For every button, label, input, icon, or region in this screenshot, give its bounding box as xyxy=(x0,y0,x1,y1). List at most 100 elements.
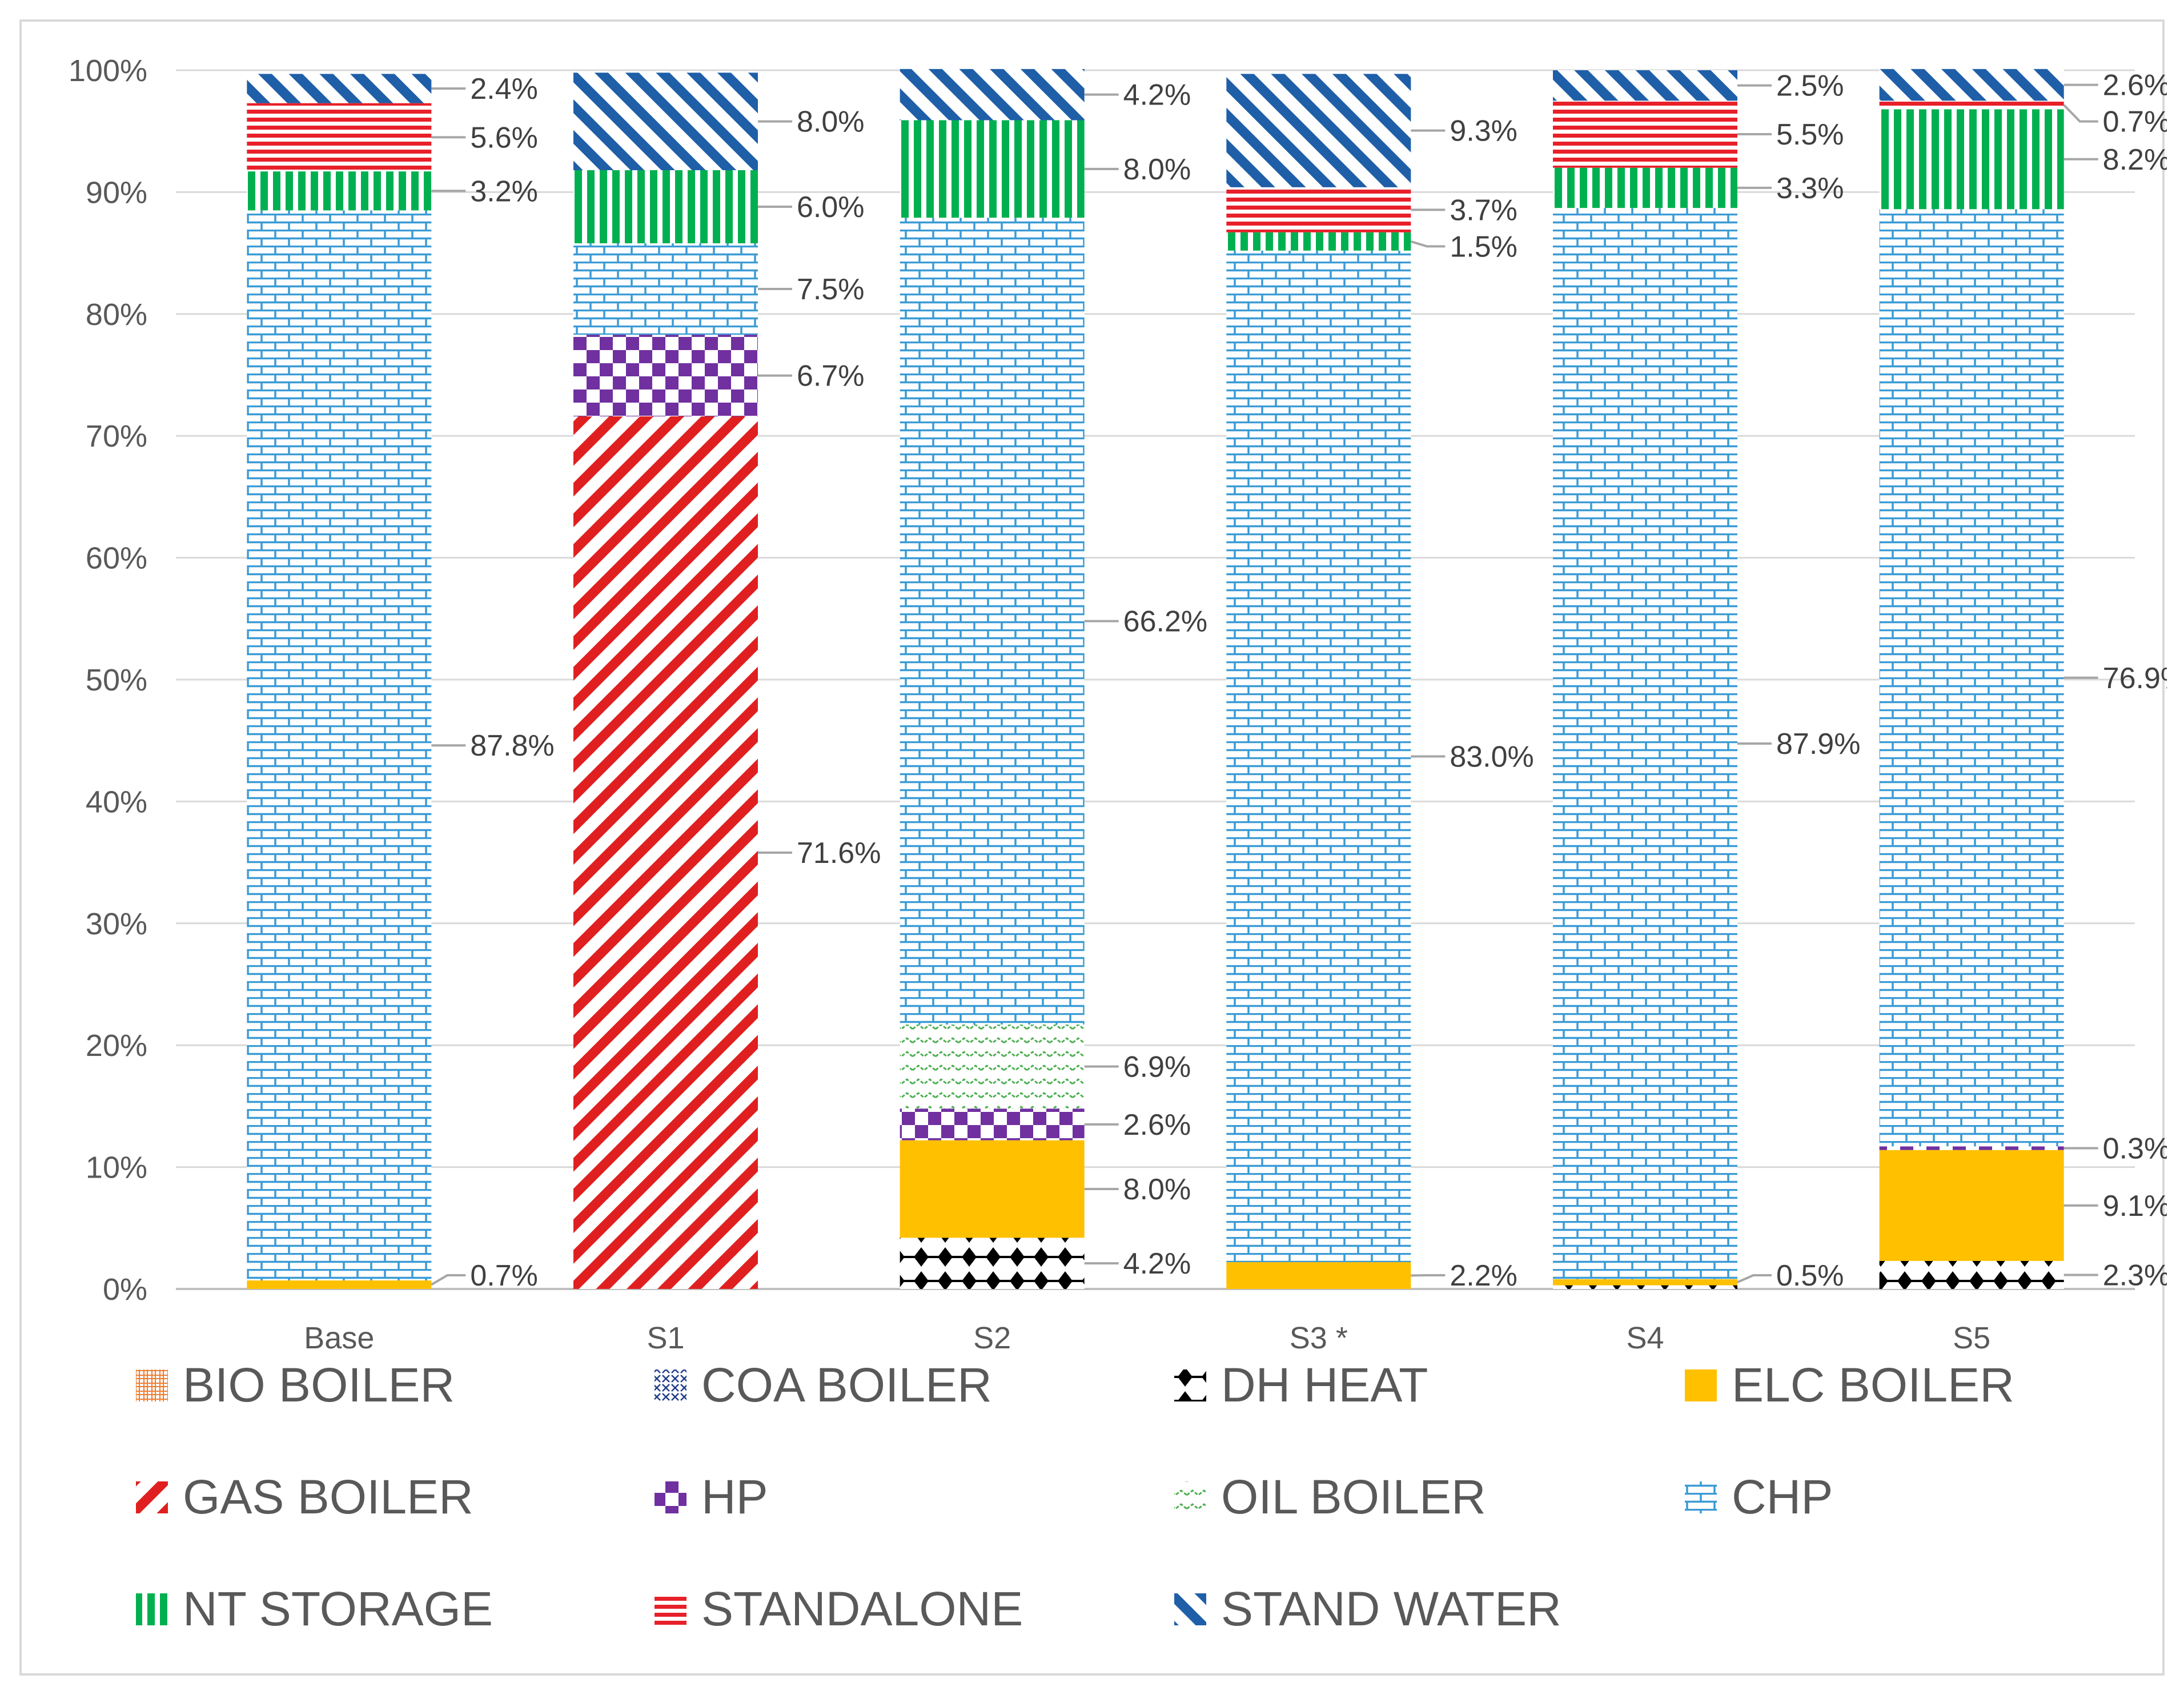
data-label-standalone: 0.7% xyxy=(2103,106,2167,139)
x-tick-label: S1 xyxy=(647,1321,684,1355)
bar-segment-stand-water xyxy=(1226,74,1411,187)
data-label-dh-heat: 2.3% xyxy=(2103,1259,2167,1292)
bar-segment-chp xyxy=(1553,208,1737,1279)
legend: BIO BOILER COA BOILER DH HEAT ELC BOILER GAS… xyxy=(136,1358,2014,1636)
bar-segment-nt-storage xyxy=(900,120,1085,218)
legend-label: OIL BOILER xyxy=(1221,1470,1486,1524)
data-label-dh-heat: 4.2% xyxy=(1123,1247,1191,1280)
legend-swatch xyxy=(136,1593,168,1625)
data-label-hp: 0.3% xyxy=(2103,1132,2167,1166)
legend-item-bio-boiler: BIO BOILER xyxy=(136,1358,455,1412)
legend-item-hp: HP xyxy=(655,1470,768,1524)
legend-swatch xyxy=(136,1481,168,1513)
bar-segment-standalone xyxy=(1879,101,2064,110)
legend-item-coa-boiler: COA BOILER xyxy=(655,1358,992,1412)
data-label-chp: 76.9% xyxy=(2103,662,2167,695)
data-label-chp: 87.8% xyxy=(470,729,554,762)
legend-swatch xyxy=(136,1369,168,1401)
data-label-standalone: 5.6% xyxy=(470,121,538,154)
legend-swatch xyxy=(655,1481,686,1513)
bar-s5 xyxy=(1879,69,2064,1289)
data-label-oil-boiler: 6.9% xyxy=(1123,1051,1191,1084)
data-label-nt-storage: 1.5% xyxy=(1450,230,1517,263)
y-tick-label: 80% xyxy=(86,298,147,332)
legend-label: DH HEAT xyxy=(1221,1358,1428,1412)
leader-line xyxy=(2063,104,2098,123)
data-label-chp: 83.0% xyxy=(1450,740,1533,773)
legend-label: COA BOILER xyxy=(701,1358,992,1412)
y-tick-label: 50% xyxy=(86,663,147,697)
legend-label: ELC BOILER xyxy=(1732,1358,2014,1412)
bar-segment-chp xyxy=(900,218,1085,1025)
data-label-chp: 87.9% xyxy=(1776,728,1860,761)
bar-segment-nt-storage xyxy=(1226,232,1411,251)
data-label-stand-water: 2.4% xyxy=(470,73,538,106)
legend-label: STANDALONE xyxy=(701,1582,1023,1636)
data-label-stand-water: 2.6% xyxy=(2103,69,2167,102)
bar-s3 xyxy=(1226,74,1411,1289)
legend-swatch xyxy=(1174,1593,1206,1625)
bar-segment-stand-water xyxy=(1553,70,1737,101)
data-labels: 2.4% 5.6% 3.2% 87.8% 0.7% 8.0% 6.0% 7.5% 6.7% 71.… xyxy=(431,69,2167,1292)
legend-item-standalone: STANDALONE xyxy=(655,1582,1023,1636)
legend-item-chp: CHP xyxy=(1685,1470,1833,1524)
bar-segment-gas-boiler xyxy=(573,416,758,1289)
legend-swatch xyxy=(655,1593,686,1625)
x-tick-label: Base xyxy=(304,1321,374,1355)
data-label-chp: 7.5% xyxy=(797,273,865,306)
legend-swatch xyxy=(1174,1481,1206,1513)
legend-item-nt-storage: NT STORAGE xyxy=(136,1582,493,1636)
bar-s2 xyxy=(900,69,1085,1289)
data-label-nt-storage: 8.0% xyxy=(1123,153,1191,186)
legend-label: BIO BOILER xyxy=(183,1358,455,1412)
bar-segment-elc-boiler xyxy=(900,1140,1085,1238)
legend-label: NT STORAGE xyxy=(183,1582,493,1636)
data-label-gas-boiler: 71.6% xyxy=(797,837,881,870)
data-label-nt-storage: 8.2% xyxy=(2103,143,2167,176)
bar-segment-standalone xyxy=(1553,101,1737,168)
bar-segment-nt-storage xyxy=(1879,109,2064,210)
bar-segment-stand-water xyxy=(247,74,432,103)
y-tick-label: 30% xyxy=(86,907,147,941)
bar-segment-stand-water xyxy=(573,73,758,170)
bar-segment-hp xyxy=(573,335,758,417)
bar-segment-chp xyxy=(1879,209,2064,1147)
bar-segment-chp xyxy=(247,210,432,1281)
y-tick-label: 100% xyxy=(69,54,147,88)
data-label-hp: 2.6% xyxy=(1123,1108,1191,1142)
x-tick-label: S4 xyxy=(1626,1321,1664,1355)
bar-segment-nt-storage xyxy=(1553,167,1737,208)
bar-segment-chp xyxy=(573,243,758,335)
chart-frame: 0% 10% 20% 30% 40% 50% 60% 70% 80% 90% 100% 2.4% 5.… xyxy=(19,19,2167,1676)
legend-swatch xyxy=(1174,1369,1206,1401)
data-label-elc-boiler: 9.1% xyxy=(2103,1190,2167,1223)
y-tick-label: 90% xyxy=(86,175,147,210)
bar-segment-stand-water xyxy=(900,69,1085,121)
stacked-bar-chart: 0% 10% 20% 30% 40% 50% 60% 70% 80% 90% 100% 2.4% 5.… xyxy=(69,54,2167,1636)
data-label-nt-storage: 6.0% xyxy=(797,191,865,224)
gridlines xyxy=(176,69,2135,1290)
data-label-elc-boiler: 2.2% xyxy=(1450,1259,1517,1292)
bar-s1 xyxy=(573,73,758,1289)
data-label-elc-boiler: 8.0% xyxy=(1123,1173,1191,1206)
y-tick-label: 10% xyxy=(86,1151,147,1185)
bar-segment-stand-water xyxy=(1879,69,2064,101)
legend-item-elc-boiler: ELC BOILER xyxy=(1685,1358,2014,1412)
legend-swatch xyxy=(1685,1481,1717,1513)
bar-segment-elc-boiler xyxy=(1879,1150,2064,1261)
leader-line xyxy=(1411,1274,1446,1277)
data-label-standalone: 3.7% xyxy=(1450,194,1517,227)
leader-line xyxy=(1410,240,1446,248)
bar-segment-hp xyxy=(900,1108,1085,1140)
x-axis: Base S1 S2 S3 * S4 S5 xyxy=(304,1321,1990,1355)
data-label-hp: 6.7% xyxy=(797,360,865,393)
data-label-nt-storage: 3.3% xyxy=(1776,172,1844,205)
leader-line xyxy=(431,1274,466,1286)
data-label-nt-storage: 3.2% xyxy=(470,175,538,208)
y-axis: 0% 10% 20% 30% 40% 50% 60% 70% 80% 90% 100% xyxy=(69,54,147,1307)
bar-segment-standalone xyxy=(1226,187,1411,232)
y-tick-label: 70% xyxy=(86,419,147,453)
bar-segment-dh-heat xyxy=(1879,1260,2064,1289)
bar-segment-chp xyxy=(1226,250,1411,1263)
x-tick-label: S2 xyxy=(973,1321,1011,1355)
